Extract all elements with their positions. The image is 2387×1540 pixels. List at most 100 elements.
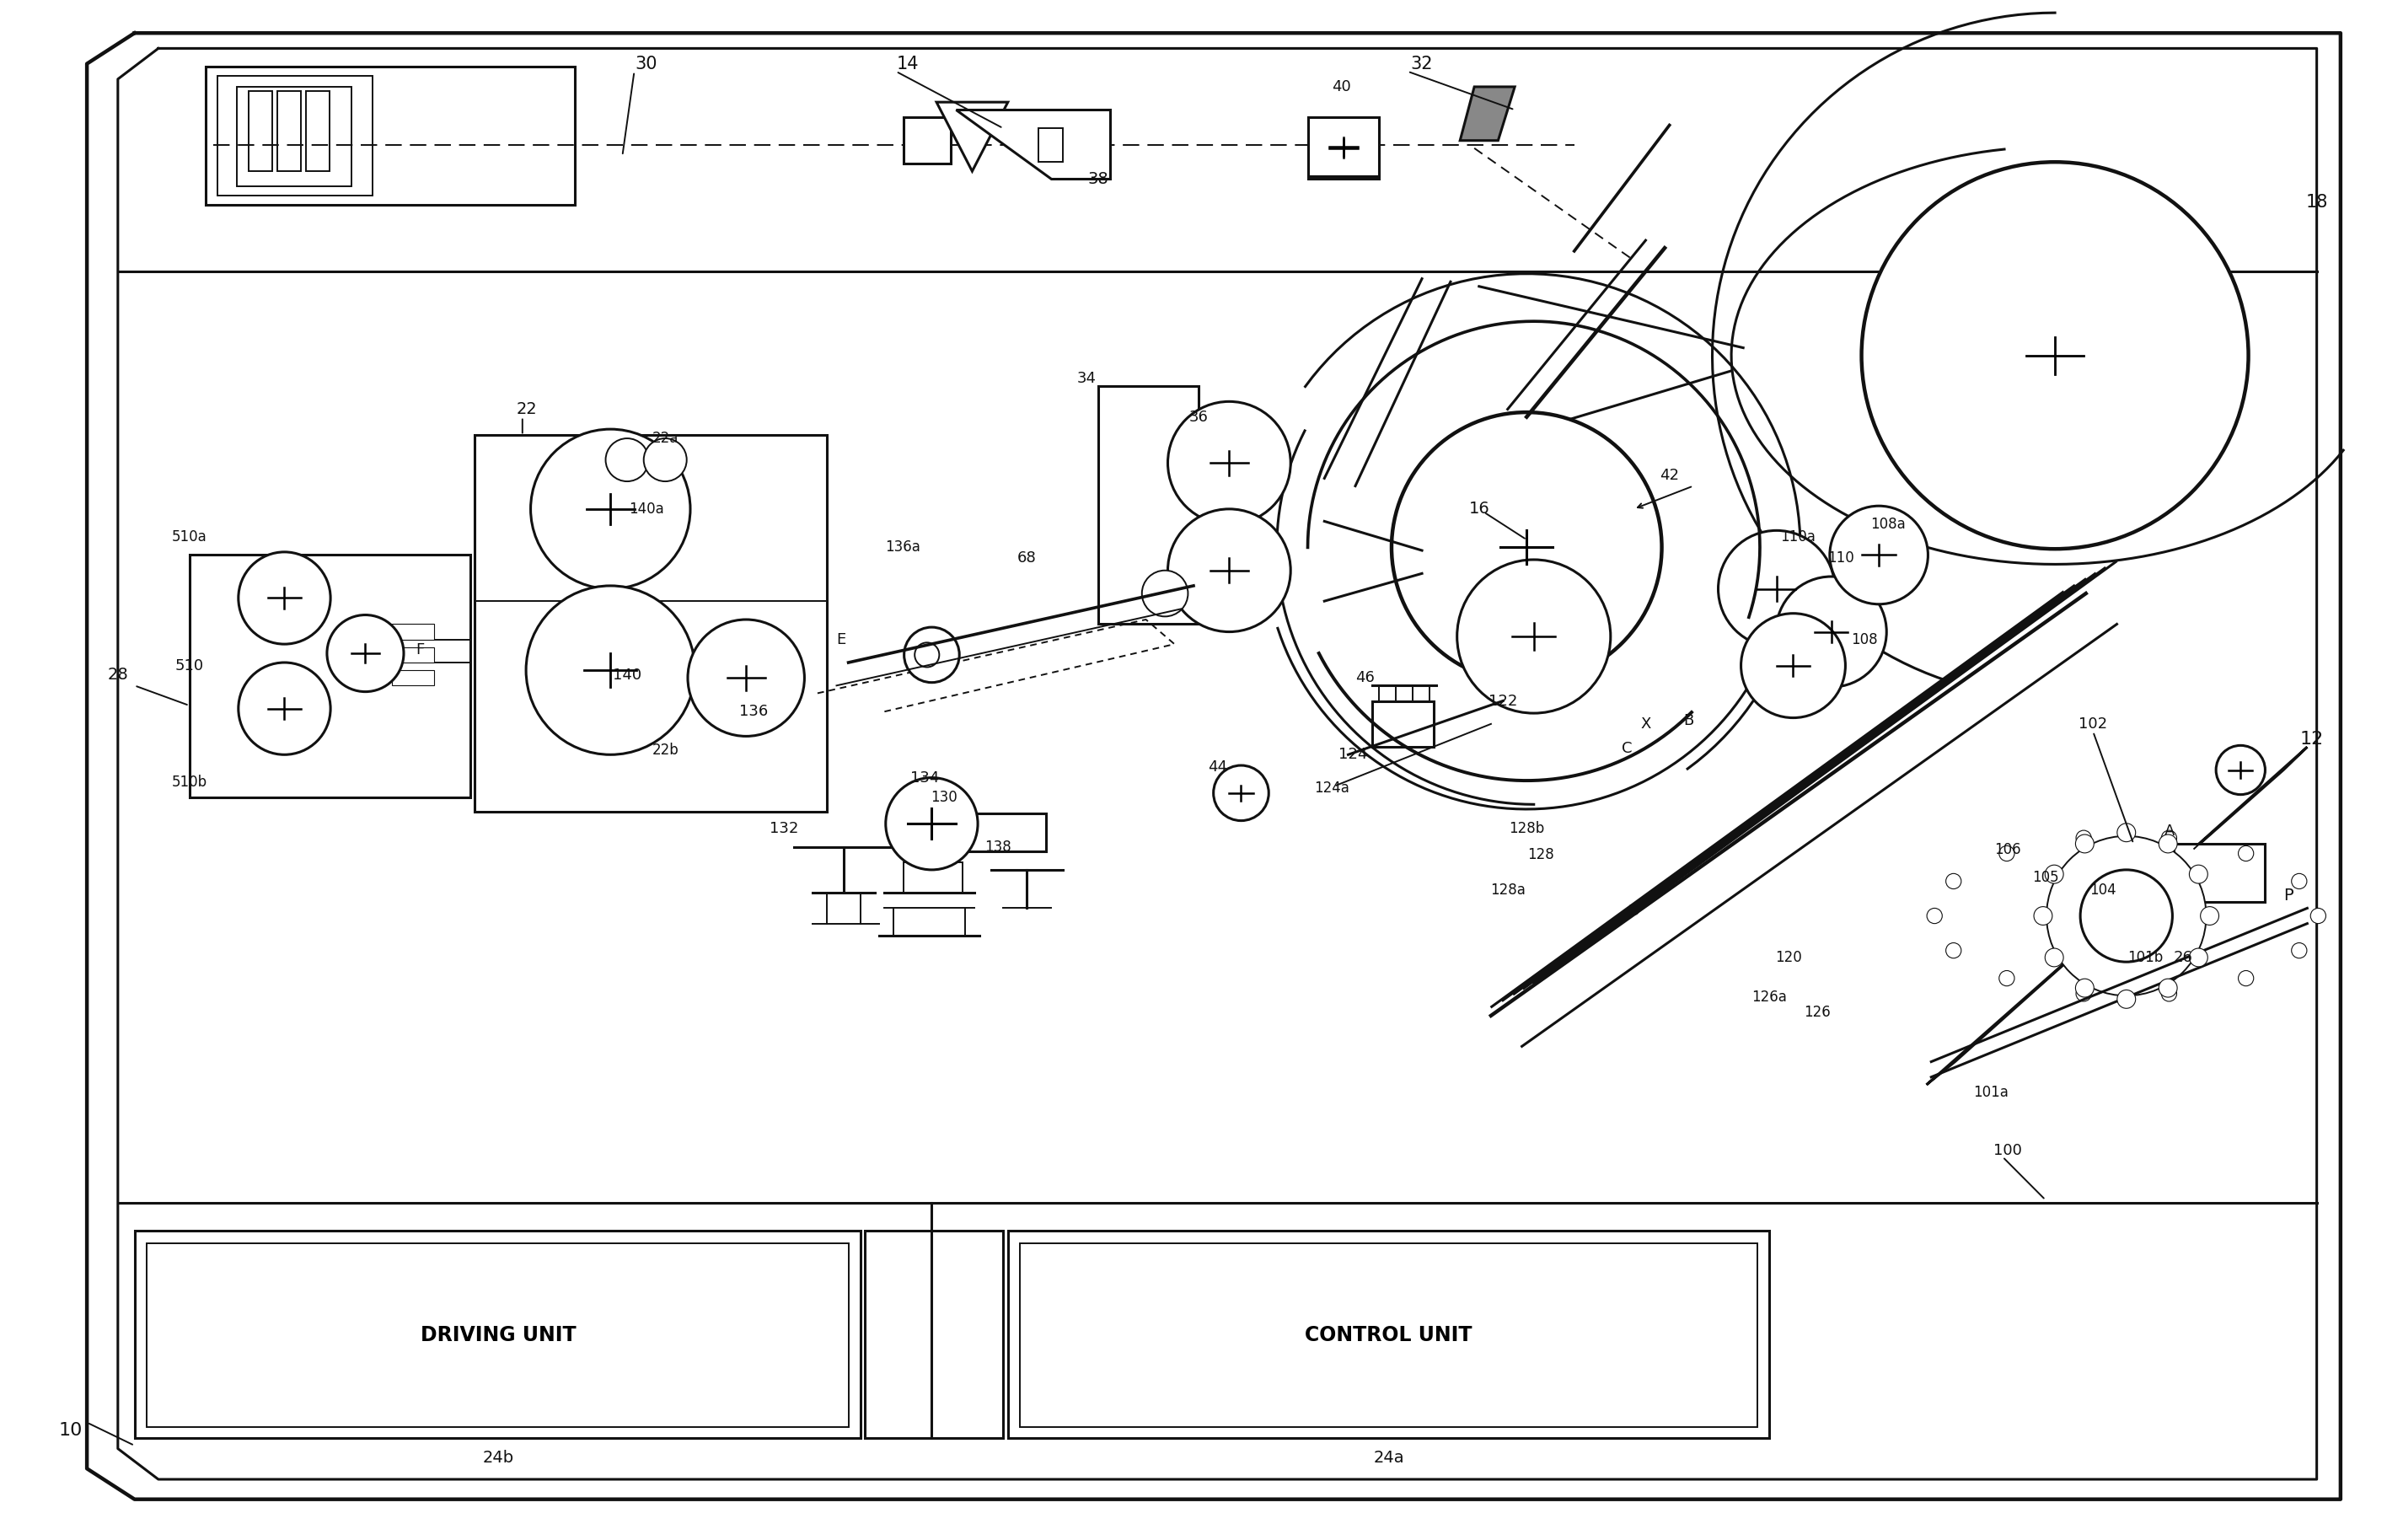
Circle shape: [2117, 824, 2136, 842]
Text: 106: 106: [1993, 842, 2022, 858]
Circle shape: [2215, 745, 2265, 795]
Circle shape: [905, 627, 960, 682]
Text: 22: 22: [516, 402, 537, 417]
Circle shape: [2077, 979, 2093, 998]
Circle shape: [2239, 845, 2253, 861]
Circle shape: [2046, 865, 2062, 884]
Text: E: E: [835, 631, 845, 647]
Text: 108a: 108a: [1871, 517, 1905, 531]
Circle shape: [2081, 870, 2172, 962]
Bar: [306, 91, 329, 171]
Text: 510: 510: [174, 658, 203, 673]
Text: 34: 34: [1077, 371, 1096, 387]
Circle shape: [1945, 942, 1962, 958]
Text: 120: 120: [1776, 950, 1802, 966]
Circle shape: [327, 614, 403, 691]
Text: 122: 122: [1489, 693, 1518, 708]
Text: 22a: 22a: [652, 431, 678, 447]
Polygon shape: [936, 102, 1007, 171]
Polygon shape: [1461, 86, 1516, 140]
Circle shape: [1456, 559, 1611, 713]
Text: 36: 36: [1189, 410, 1208, 425]
Text: 510b: 510b: [172, 775, 208, 790]
Text: 132: 132: [769, 821, 800, 836]
Text: 12: 12: [2301, 732, 2325, 748]
Bar: [1038, 128, 1062, 162]
Bar: [146, 1243, 847, 1428]
Text: 108: 108: [1852, 631, 1879, 647]
Text: 38: 38: [1088, 171, 1108, 186]
Text: B: B: [1683, 713, 1695, 728]
Circle shape: [2077, 986, 2091, 1001]
Text: 128a: 128a: [1489, 882, 1525, 898]
Text: 130: 130: [931, 790, 957, 805]
Text: 128b: 128b: [1509, 821, 1544, 836]
Circle shape: [2034, 907, 2053, 926]
Bar: [1019, 1243, 1757, 1428]
Text: 101b: 101b: [2127, 950, 2163, 966]
Text: 42: 42: [1659, 468, 1678, 484]
Bar: [391, 670, 434, 685]
Text: 102: 102: [2079, 716, 2108, 732]
Circle shape: [2117, 990, 2136, 1009]
Bar: [950, 813, 1046, 852]
Circle shape: [606, 439, 649, 482]
Circle shape: [644, 439, 687, 482]
Circle shape: [2158, 979, 2177, 998]
Text: 128: 128: [1528, 847, 1554, 862]
Text: 136: 136: [740, 704, 769, 719]
Circle shape: [1167, 510, 1291, 631]
Bar: [205, 66, 575, 205]
Text: 124a: 124a: [1313, 781, 1349, 796]
Circle shape: [1998, 970, 2015, 986]
Bar: [391, 624, 434, 639]
Circle shape: [914, 642, 938, 667]
Circle shape: [2239, 970, 2253, 986]
Circle shape: [2311, 909, 2325, 924]
Bar: [1308, 117, 1380, 176]
Text: 140: 140: [613, 667, 642, 682]
Circle shape: [2160, 830, 2177, 845]
Text: 24a: 24a: [1373, 1449, 1404, 1466]
Text: 44: 44: [1208, 759, 1227, 775]
Text: 110a: 110a: [1781, 530, 1817, 544]
Text: 10: 10: [57, 1421, 81, 1438]
Bar: [248, 91, 272, 171]
Circle shape: [1740, 613, 1845, 718]
Circle shape: [1831, 507, 1929, 604]
Text: A: A: [2165, 824, 2175, 839]
Circle shape: [239, 551, 329, 644]
Text: X: X: [1640, 716, 1652, 732]
Circle shape: [2077, 835, 2093, 853]
Circle shape: [2046, 836, 2206, 996]
Text: C: C: [1621, 741, 1633, 756]
Text: 510a: 510a: [172, 530, 208, 544]
Text: 136a: 136a: [886, 541, 921, 554]
Text: 18: 18: [2306, 194, 2327, 211]
Bar: [277, 91, 301, 171]
Circle shape: [1167, 402, 1291, 524]
Text: 30: 30: [635, 55, 656, 72]
Circle shape: [2158, 835, 2177, 853]
Text: 140a: 140a: [628, 502, 664, 516]
Bar: [217, 75, 372, 196]
Text: 126: 126: [1805, 1006, 1831, 1019]
Bar: [902, 862, 962, 893]
Bar: [391, 647, 434, 662]
Bar: [134, 1230, 859, 1438]
Bar: [2175, 844, 2265, 902]
Circle shape: [1392, 413, 1661, 682]
Text: 46: 46: [1356, 670, 1375, 685]
Circle shape: [2201, 907, 2220, 926]
Circle shape: [687, 619, 804, 736]
Circle shape: [1141, 570, 1189, 616]
Bar: [1373, 701, 1435, 747]
Text: 40: 40: [1332, 79, 1351, 94]
Bar: [902, 117, 950, 163]
Circle shape: [1998, 845, 2015, 861]
Circle shape: [2292, 942, 2306, 958]
Text: 105: 105: [2031, 870, 2058, 885]
Bar: [1007, 1230, 1769, 1438]
Circle shape: [1213, 765, 1270, 821]
Text: 16: 16: [1468, 500, 1489, 517]
